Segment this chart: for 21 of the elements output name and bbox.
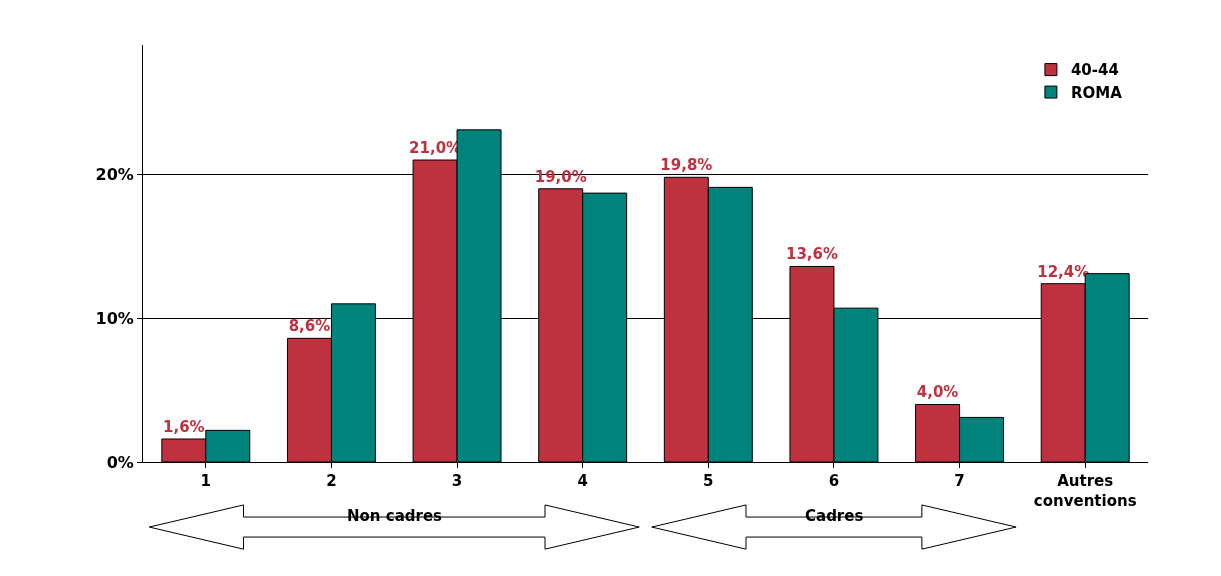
legend-label: 40-44	[1070, 61, 1119, 80]
x-tick-label: 4	[577, 472, 588, 490]
data-label: 13,6%	[785, 245, 838, 264]
y-tick-label: 20%	[95, 165, 134, 185]
x-tick-label: 2	[326, 472, 337, 490]
x-tick-label: Autres conventions	[1033, 472, 1137, 510]
y-tick-label: 0%	[106, 452, 134, 472]
y-tick-label: 10%	[95, 308, 134, 328]
data-label: 12,4%	[1037, 262, 1090, 281]
x-tick-label: 6	[828, 472, 840, 490]
legend-label: ROMA	[1070, 83, 1123, 102]
x-tick-label: 5	[703, 472, 714, 490]
text: Non cadres	[347, 507, 443, 525]
data-label: 19,8%	[660, 156, 713, 175]
data-label: 1,6%	[163, 417, 205, 436]
x-tick-label: 7	[954, 472, 965, 490]
x-tick-label: 1	[200, 472, 212, 490]
data-label: 8,6%	[288, 317, 331, 336]
x-tick-label: 3	[451, 472, 463, 490]
text: Cadres	[805, 507, 864, 525]
data-label: 4,0%	[916, 383, 959, 402]
